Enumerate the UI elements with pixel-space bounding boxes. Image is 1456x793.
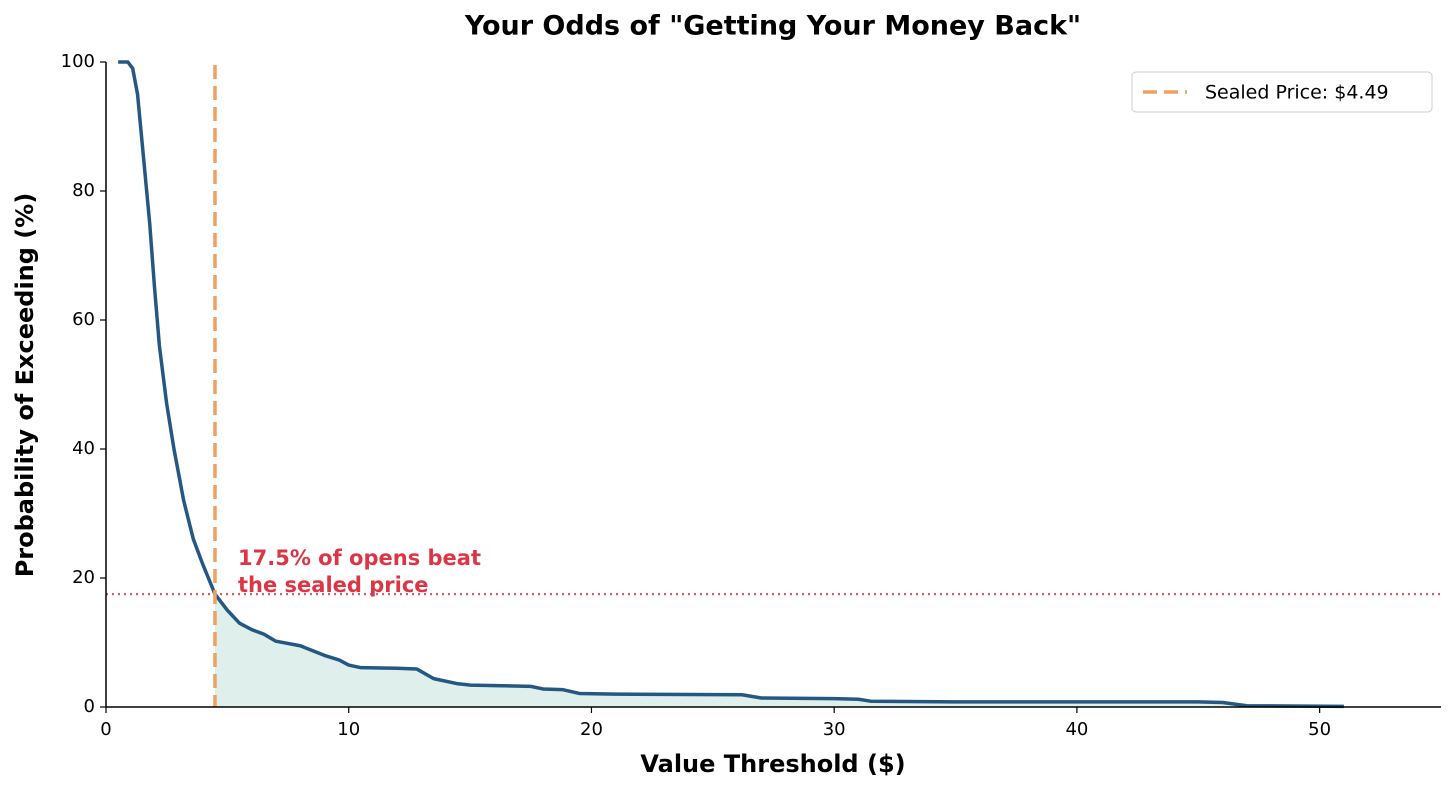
legend-box — [1131, 71, 1433, 113]
legend-label: Sealed Price: $4.49 — [1205, 82, 1389, 104]
y-tick-label: 60 — [72, 309, 95, 330]
chart-title: Your Odds of "Getting Your Money Back" — [464, 11, 1081, 42]
y-tick-label: 40 — [72, 438, 95, 459]
x-tick-label: 10 — [337, 719, 360, 740]
x-tick-label: 50 — [1308, 719, 1331, 740]
x-tick-label: 30 — [823, 719, 846, 740]
annotation: the sealed price — [238, 573, 429, 597]
survival-curve — [118, 60, 1344, 709]
y-axis-label: Probability of Exceeding (%) — [11, 193, 39, 578]
x-tick-label: 40 — [1065, 719, 1088, 740]
x-tick-label: 0 — [100, 719, 111, 740]
y-tick-label: 20 — [72, 567, 95, 588]
y-tick-label: 80 — [72, 180, 95, 201]
x-axis-label: Value Threshold ($) — [640, 750, 905, 778]
y-tick-label: 0 — [84, 696, 95, 717]
annotation: 17.5% of opens beat — [238, 546, 481, 570]
y-tick-label: 100 — [61, 51, 95, 72]
shaded-area — [214, 594, 1344, 707]
x-tick-label: 20 — [580, 719, 603, 740]
